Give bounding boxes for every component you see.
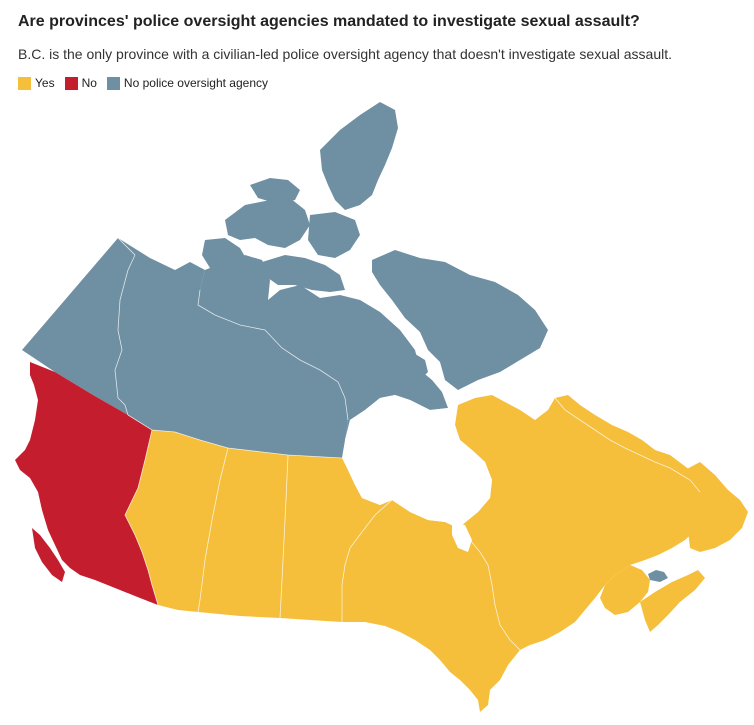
region-nova-scotia[interactable] bbox=[640, 570, 705, 632]
border-yt-nt bbox=[114, 237, 136, 416]
james-bay bbox=[452, 522, 472, 552]
legend-item-no: No bbox=[64, 76, 97, 90]
legend-item-yes: Yes bbox=[18, 76, 55, 90]
legend-label-yes: Yes bbox=[35, 76, 55, 90]
region-labrador[interactable] bbox=[555, 395, 700, 492]
region-ontario[interactable] bbox=[342, 500, 520, 712]
region-northwest-territories[interactable] bbox=[115, 238, 348, 458]
border-mb-on bbox=[341, 499, 393, 622]
region-prince-edward-island[interactable] bbox=[648, 570, 668, 582]
canada-map bbox=[0, 95, 754, 725]
region-nunavut[interactable] bbox=[198, 255, 448, 440]
border-bc-ab bbox=[124, 429, 159, 606]
legend-swatch-none bbox=[106, 76, 120, 90]
legend-label-no: No bbox=[81, 76, 97, 90]
region-quebec[interactable] bbox=[455, 395, 705, 650]
region-nunavut-victoria[interactable] bbox=[262, 255, 345, 292]
region-british-columbia[interactable] bbox=[15, 362, 158, 605]
chart-subtitle: B.C. is the only province with a civilia… bbox=[18, 46, 673, 62]
border-on-qc bbox=[457, 527, 521, 651]
legend-label-none: No police oversight agency bbox=[123, 76, 269, 90]
region-nunavut-islands-2[interactable] bbox=[250, 178, 300, 203]
hudson-bay bbox=[345, 395, 492, 528]
region-nunavut-islands-4[interactable] bbox=[202, 238, 248, 278]
border-qc-lab bbox=[554, 397, 701, 493]
region-yukon[interactable] bbox=[22, 238, 135, 415]
region-manitoba[interactable] bbox=[280, 455, 392, 622]
region-nunavut-baffin[interactable] bbox=[372, 250, 548, 390]
region-saskatchewan[interactable] bbox=[198, 448, 288, 618]
border-nt-nu bbox=[197, 289, 349, 421]
chart-title: Are provinces' police oversight agencies… bbox=[18, 13, 640, 30]
region-bc-vancouver-island[interactable] bbox=[32, 528, 65, 582]
border-60th bbox=[127, 414, 343, 459]
border-ab-sk bbox=[197, 447, 229, 613]
legend-swatch-yes bbox=[18, 76, 31, 90]
region-newfoundland[interactable] bbox=[680, 462, 748, 552]
region-new-brunswick[interactable] bbox=[600, 565, 650, 615]
legend-item-none: No police oversight agency bbox=[106, 76, 269, 90]
legend-swatch-no bbox=[64, 76, 78, 90]
region-alberta[interactable] bbox=[125, 430, 228, 612]
region-nunavut-ellesmere[interactable] bbox=[320, 102, 398, 210]
border-sk-mb bbox=[279, 454, 289, 619]
canada-map-svg bbox=[15, 102, 748, 712]
region-nunavut-southampton[interactable] bbox=[395, 352, 428, 382]
legend: Yes No No police oversight agency bbox=[18, 76, 278, 90]
region-nunavut-islands-1[interactable] bbox=[225, 198, 310, 248]
region-nunavut-islands-3[interactable] bbox=[308, 212, 360, 258]
